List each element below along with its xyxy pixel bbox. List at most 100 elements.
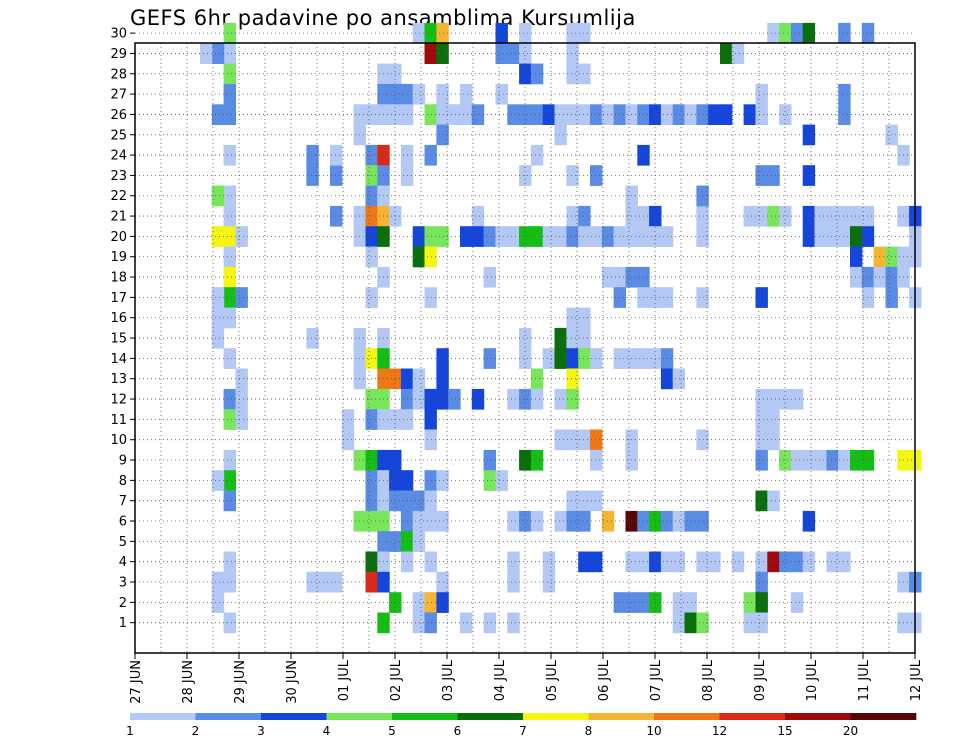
heatmap-cell — [566, 307, 579, 329]
heatmap-cell — [779, 104, 792, 125]
heatmap-cell — [424, 43, 437, 64]
heatmap-cell — [838, 22, 851, 44]
heatmap-cell — [826, 205, 839, 227]
legend-swatch — [850, 713, 917, 720]
heatmap-cell — [838, 104, 851, 125]
legend-label: 6 — [454, 724, 462, 738]
y-tick-label: 20 — [110, 230, 127, 245]
heatmap-cell — [590, 226, 603, 247]
heatmap-cell — [330, 144, 343, 166]
heatmap-cell — [696, 510, 709, 532]
heatmap-cell — [436, 368, 449, 390]
heatmap-cell — [530, 388, 544, 410]
heatmap-cell — [672, 104, 686, 125]
heatmap-cell — [755, 205, 768, 227]
legend-label: 20 — [843, 724, 858, 738]
heatmap-cell — [755, 165, 768, 186]
heatmap-cell — [755, 551, 768, 573]
heatmap-cell — [318, 571, 331, 593]
heatmap-cell — [223, 205, 236, 227]
heatmap-cell — [200, 43, 213, 64]
legend-swatch — [785, 713, 851, 720]
heatmap-cell — [779, 551, 792, 573]
heatmap-cell — [790, 388, 804, 410]
heatmap-cell — [802, 551, 816, 573]
x-tick-label: 03 JUL — [441, 659, 456, 701]
heatmap-cell — [838, 551, 851, 573]
heatmap-cell — [838, 226, 851, 247]
heatmap-cell — [495, 22, 508, 44]
y-tick-label: 9 — [119, 454, 127, 469]
heatmap-cell — [672, 592, 686, 613]
heatmap-cell — [743, 104, 756, 125]
y-tick-label: 25 — [110, 128, 127, 143]
legend-swatch — [588, 713, 655, 720]
heatmap-cell — [507, 104, 520, 125]
heatmap-cell — [755, 104, 768, 125]
heatmap-cell — [507, 551, 520, 573]
heatmap-cell — [542, 226, 556, 247]
heatmap-cell — [471, 388, 485, 410]
heatmap-cell — [542, 348, 556, 369]
y-tick-label: 14 — [110, 352, 127, 367]
heatmap-cell — [672, 368, 686, 390]
heatmap-cell — [424, 429, 437, 451]
heatmap-cell — [743, 205, 756, 227]
heatmap-cell — [554, 510, 567, 532]
legend-label: 3 — [257, 724, 265, 738]
heatmap-cell — [720, 104, 733, 125]
heatmap-cell — [590, 449, 603, 471]
heatmap-cell — [211, 43, 225, 64]
heatmap-cell — [412, 531, 426, 552]
y-tick-label: 30 — [110, 27, 127, 42]
heatmap-cell — [330, 205, 343, 227]
heatmap-cell — [767, 429, 780, 451]
y-tick-label: 2 — [119, 596, 127, 611]
heatmap-cell — [412, 612, 426, 634]
heatmap-cell — [519, 348, 532, 369]
y-tick-label: 18 — [110, 271, 127, 286]
heatmap-cell — [779, 449, 792, 471]
heatmap-cell — [211, 104, 225, 125]
heatmap-cell — [495, 83, 508, 105]
heatmap-cell — [424, 226, 437, 247]
y-tick-label: 3 — [119, 576, 127, 591]
heatmap-cell — [507, 43, 520, 64]
color-legend: 1 2 3 4 5 6 7 8 10 12 15 20 — [126, 713, 917, 738]
legend-label: 12 — [712, 724, 727, 738]
legend-swatch — [719, 713, 786, 720]
heatmap-cell — [306, 165, 319, 186]
heatmap-cell — [696, 551, 709, 573]
heatmap-cell — [578, 551, 591, 573]
x-tick-label: 10 JUL — [805, 659, 820, 701]
heatmap-cell — [530, 144, 544, 166]
heatmap-cell — [460, 226, 473, 247]
heatmap-cell — [790, 22, 804, 44]
heatmap-cell — [235, 368, 248, 390]
heatmap-cell — [223, 226, 236, 247]
heatmap-cell — [519, 449, 532, 471]
heatmap-cell — [554, 429, 567, 451]
legend-swatch — [130, 713, 196, 720]
heatmap-cell — [578, 490, 591, 512]
heatmap-cell — [566, 510, 579, 532]
heatmap-cell — [814, 205, 827, 227]
y-tick-label: 12 — [110, 393, 127, 408]
legend-swatch — [523, 713, 589, 720]
y-tick-label: 26 — [110, 108, 127, 123]
heatmap-cell — [507, 612, 520, 634]
heatmap-cell — [755, 429, 768, 451]
heatmap-cell — [720, 43, 733, 64]
heatmap-cell — [590, 348, 603, 369]
heatmap-cell — [696, 429, 709, 451]
heatmap-cell — [424, 592, 437, 613]
heatmap-cell — [223, 104, 236, 125]
y-tick-label: 15 — [110, 332, 127, 347]
heatmap-cell — [566, 63, 579, 85]
heatmap-cell — [495, 226, 508, 247]
heatmap-cell — [223, 83, 236, 105]
heatmap-cell — [566, 327, 579, 349]
heatmap-cell — [790, 449, 804, 471]
heatmap-cell — [519, 63, 532, 85]
heatmap-cell — [436, 104, 449, 125]
